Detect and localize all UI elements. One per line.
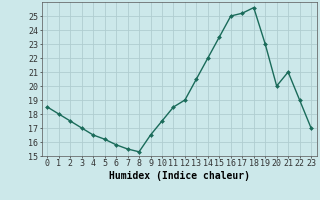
- X-axis label: Humidex (Indice chaleur): Humidex (Indice chaleur): [109, 171, 250, 181]
